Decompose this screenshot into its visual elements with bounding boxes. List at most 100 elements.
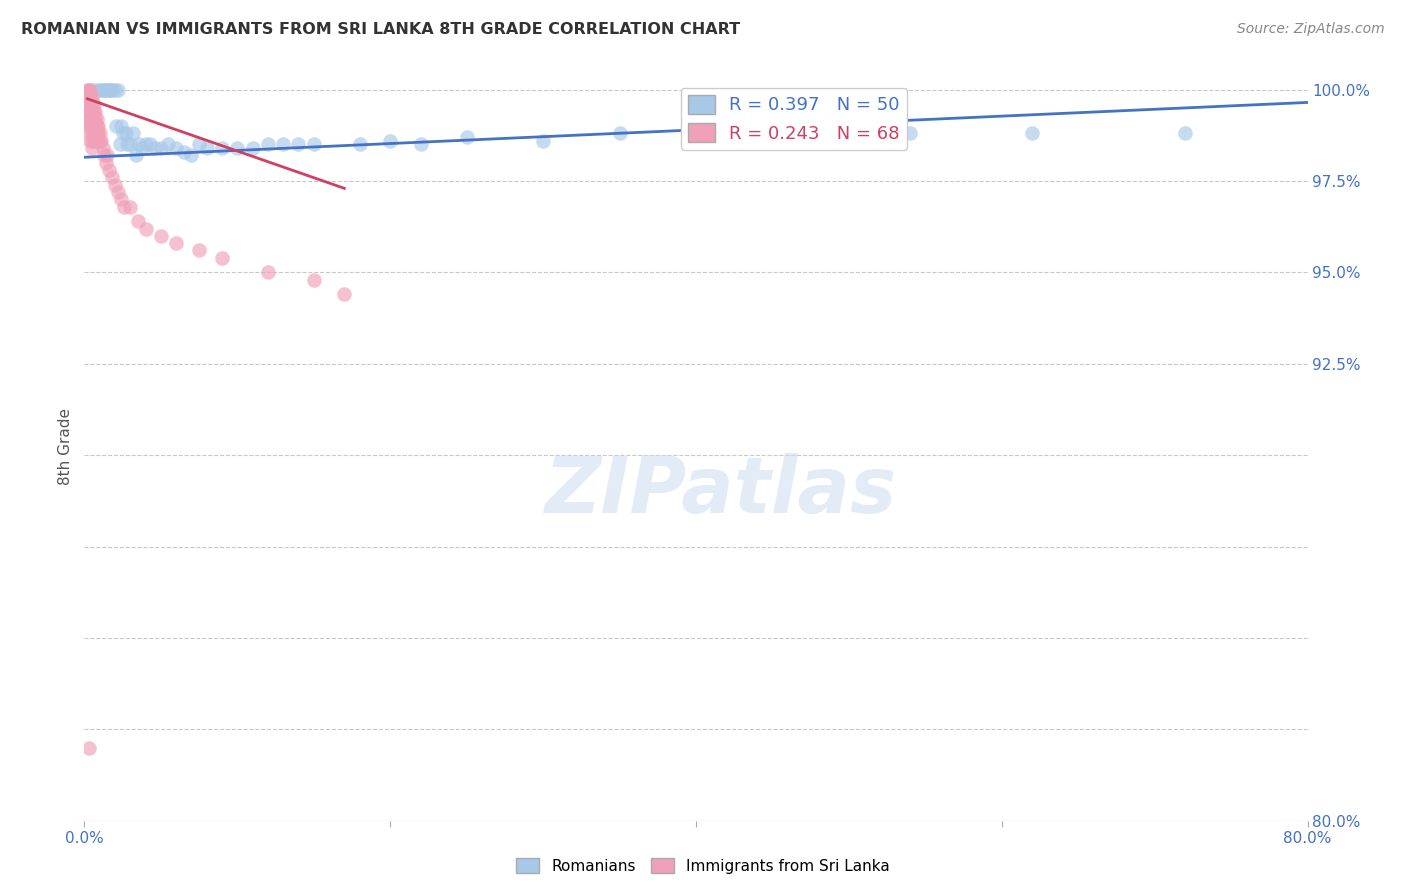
Point	[149, 228, 172, 243]
Point	[125, 148, 148, 162]
Point	[111, 127, 134, 141]
Point	[302, 137, 325, 152]
Point	[685, 127, 707, 141]
Text: ZIPatlas: ZIPatlas	[544, 453, 897, 529]
Point	[77, 97, 100, 112]
Point	[96, 82, 118, 96]
Y-axis label: 8th Grade: 8th Grade	[58, 408, 73, 484]
Point	[77, 112, 100, 126]
Point	[609, 127, 631, 141]
Point	[127, 214, 149, 228]
Point	[79, 127, 101, 141]
Point	[83, 119, 105, 133]
Point	[76, 90, 98, 104]
Point	[271, 137, 294, 152]
Point	[456, 130, 478, 145]
Point	[115, 137, 138, 152]
Point	[302, 273, 325, 287]
Point	[84, 104, 107, 119]
Point	[131, 141, 153, 155]
Point	[84, 119, 107, 133]
Point	[105, 119, 128, 133]
Point	[89, 134, 111, 148]
Point	[80, 90, 103, 104]
Point	[89, 82, 111, 96]
Point	[110, 119, 132, 133]
Point	[90, 134, 112, 148]
Point	[195, 141, 218, 155]
Point	[188, 137, 211, 152]
Point	[77, 104, 100, 119]
Point	[89, 127, 111, 141]
Point	[165, 141, 187, 155]
Point	[97, 163, 120, 178]
Point	[110, 192, 132, 206]
Point	[101, 82, 124, 96]
Point	[107, 82, 129, 96]
Point	[104, 178, 127, 192]
Point	[211, 141, 233, 155]
Point	[87, 127, 110, 141]
Point	[76, 82, 98, 96]
Point	[139, 137, 162, 152]
Point	[531, 134, 554, 148]
Point	[97, 82, 120, 96]
Point	[112, 200, 135, 214]
Point	[86, 134, 108, 148]
Point	[83, 104, 105, 119]
Point	[143, 141, 166, 155]
Point	[898, 127, 921, 141]
Point	[83, 112, 105, 126]
Point	[333, 287, 356, 301]
Point	[86, 119, 108, 133]
Text: ROMANIAN VS IMMIGRANTS FROM SRI LANKA 8TH GRADE CORRELATION CHART: ROMANIAN VS IMMIGRANTS FROM SRI LANKA 8T…	[21, 22, 740, 37]
Point	[120, 200, 142, 214]
Point	[76, 90, 98, 104]
Point	[83, 134, 105, 148]
Point	[128, 137, 150, 152]
Point	[173, 145, 195, 159]
Point	[86, 82, 108, 96]
Point	[380, 134, 402, 148]
Point	[257, 137, 280, 152]
Point	[79, 104, 101, 119]
Point	[188, 244, 211, 258]
Point	[83, 97, 105, 112]
Point	[114, 127, 136, 141]
Point	[135, 221, 157, 235]
Point	[80, 82, 103, 96]
Text: Source: ZipAtlas.com: Source: ZipAtlas.com	[1237, 22, 1385, 37]
Legend: Romanians, Immigrants from Sri Lanka: Romanians, Immigrants from Sri Lanka	[510, 852, 896, 880]
Point	[1174, 127, 1197, 141]
Point	[77, 119, 100, 133]
Point	[96, 148, 118, 162]
Point	[101, 170, 124, 185]
Point	[83, 127, 105, 141]
Point	[80, 104, 103, 119]
Point	[79, 119, 101, 133]
Point	[86, 112, 108, 126]
Point	[79, 112, 101, 126]
Point	[180, 148, 202, 162]
Point	[84, 112, 107, 126]
Point	[77, 90, 100, 104]
Point	[79, 90, 101, 104]
Point	[149, 141, 172, 155]
Point	[76, 97, 98, 112]
Point	[79, 82, 101, 96]
Legend: R = 0.397   N = 50, R = 0.243   N = 68: R = 0.397 N = 50, R = 0.243 N = 68	[681, 88, 907, 150]
Point	[91, 141, 114, 155]
Point	[120, 137, 142, 152]
Point	[104, 82, 127, 96]
Point	[84, 127, 107, 141]
Point	[79, 134, 101, 148]
Point	[87, 119, 110, 133]
Point	[1021, 127, 1043, 141]
Point	[87, 134, 110, 148]
Point	[242, 141, 264, 155]
Point	[165, 236, 187, 251]
Point	[93, 82, 115, 96]
Point	[287, 137, 309, 152]
Point	[409, 137, 432, 152]
Point	[80, 141, 103, 155]
